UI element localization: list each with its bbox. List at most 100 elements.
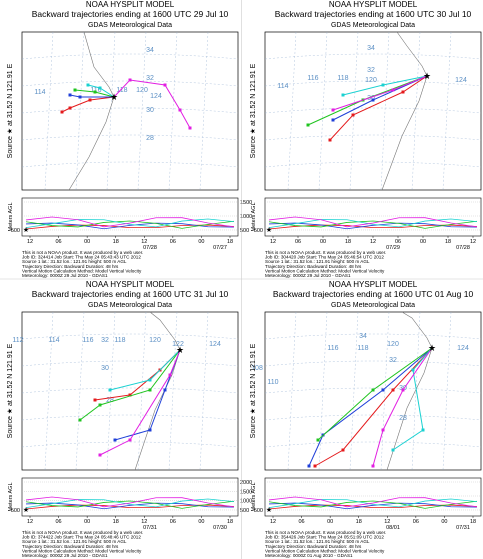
height-axis-label: Meters AGL bbox=[8, 202, 14, 231]
footer-line: Job ID: 324414 Job Start: Thu May 24 05:… bbox=[22, 255, 141, 260]
time-tick-label: 00 bbox=[420, 239, 426, 245]
map-label: 124 bbox=[457, 345, 469, 352]
time-tick-label: 06 bbox=[295, 239, 301, 245]
height-tick-label: 1500 bbox=[240, 489, 252, 495]
time-tick-label: 00 bbox=[198, 239, 204, 245]
height-frame bbox=[21, 197, 239, 237]
trajectory-marker bbox=[381, 388, 385, 392]
time-tick-label: 12 bbox=[141, 239, 147, 245]
time-tick-label: 18 bbox=[356, 519, 362, 525]
footer-line: Meteorology: 0000Z 29 Jul 2010 - GDAS1 bbox=[265, 273, 351, 278]
height-trace bbox=[268, 220, 478, 229]
trajectory bbox=[308, 347, 433, 467]
source-star: ★ bbox=[423, 71, 431, 81]
map-graticule bbox=[264, 134, 482, 141]
time-tick-label: 12 bbox=[141, 519, 147, 525]
map-label: 112 bbox=[12, 337, 23, 344]
footer-line: Trajectory Direction: Backward Duration:… bbox=[265, 264, 362, 269]
footer-line: This is not a NOAA product. It was produ… bbox=[22, 530, 143, 535]
time-tick-label: 00 bbox=[84, 239, 90, 245]
map-graticule bbox=[21, 107, 239, 114]
map-label: 30 bbox=[146, 107, 154, 114]
map-graticule bbox=[21, 134, 239, 141]
map-label: 116 bbox=[82, 337, 93, 344]
map-graticule bbox=[264, 360, 482, 367]
time-tick-label: 06 bbox=[170, 519, 176, 525]
height-trace bbox=[268, 496, 478, 508]
map-label: 116 bbox=[307, 75, 318, 82]
time-tick-label: 06 bbox=[56, 519, 62, 525]
trajectory-marker bbox=[68, 93, 72, 97]
footer-line: Meteorology: 0000Z 29 Jul 2010 - GDAS1 bbox=[22, 273, 108, 278]
trajectory-marker bbox=[128, 393, 132, 397]
map-label: 118 bbox=[337, 75, 348, 82]
map-graticule bbox=[21, 360, 239, 367]
trajectory-marker bbox=[113, 438, 117, 442]
map-label: 124 bbox=[209, 341, 221, 348]
time-tick-label: 00 bbox=[327, 519, 333, 525]
start-height: 500 bbox=[11, 228, 20, 234]
height-axis-label: Meters AGL bbox=[8, 482, 14, 511]
map-frame bbox=[21, 311, 239, 471]
time-tick-label: 12 bbox=[470, 239, 476, 245]
footer-line: Source 1 lat.: 31.52 lon.: 121.91 height… bbox=[22, 539, 127, 544]
footer-line: Vertical Motion Calculation Method: Mode… bbox=[22, 548, 142, 553]
map-graticule bbox=[264, 333, 482, 340]
height-trace bbox=[25, 220, 235, 229]
map-label: 28 bbox=[399, 415, 407, 422]
time-tick-label: 00 bbox=[84, 519, 90, 525]
height-trace bbox=[268, 216, 478, 228]
trajectory-marker bbox=[178, 108, 182, 112]
trajectory-marker bbox=[401, 388, 405, 392]
map-label: 28 bbox=[106, 397, 114, 404]
map-label: 120 bbox=[149, 337, 161, 344]
trajectory-marker bbox=[163, 388, 167, 392]
trajectory-marker bbox=[371, 98, 375, 102]
trajectory-marker bbox=[411, 368, 415, 372]
trajectory-marker bbox=[148, 428, 152, 432]
trajectory-marker bbox=[128, 78, 132, 82]
panel-source: GDAS Meteorological Data bbox=[331, 302, 415, 309]
date-label: 07/28 bbox=[143, 245, 157, 251]
trajectory-marker bbox=[93, 398, 97, 402]
map-label: 114 bbox=[34, 89, 45, 96]
trajectory bbox=[329, 75, 428, 141]
height-trace bbox=[25, 500, 235, 509]
trajectory-marker bbox=[73, 88, 77, 92]
panel-subtitle: Backward trajectories ending at 1600 UTC… bbox=[32, 289, 229, 299]
height-frame bbox=[264, 197, 482, 237]
height-star: ★ bbox=[266, 506, 272, 514]
map-frame bbox=[21, 31, 239, 191]
height-tick-label: 1500 bbox=[240, 200, 252, 206]
footer-line: Job ID: 354426 Job Start: Thu May 24 05:… bbox=[265, 535, 384, 540]
trajectory-marker bbox=[98, 403, 102, 407]
map-graticule bbox=[264, 161, 482, 168]
trajectory bbox=[372, 347, 433, 467]
panel-subtitle: Backward trajectories ending at 1600 UTC… bbox=[275, 9, 472, 19]
height-trace bbox=[268, 498, 478, 508]
map-label: 32 bbox=[101, 337, 109, 344]
trajectory-marker bbox=[78, 418, 82, 422]
height-tick-label: 1000 bbox=[240, 499, 252, 505]
side-label: Source ★ at 31.52 N 121.91 E bbox=[249, 343, 257, 438]
trajectory bbox=[392, 347, 433, 451]
height-star: ★ bbox=[23, 226, 29, 234]
source-star: ★ bbox=[110, 92, 118, 102]
trajectory bbox=[79, 349, 181, 421]
trajectory-marker bbox=[401, 90, 405, 94]
map-frame bbox=[264, 31, 482, 191]
date-label: 07/27 bbox=[213, 245, 227, 251]
time-tick-label: 12 bbox=[270, 519, 276, 525]
footer-line: Trajectory Direction: Backward Duration:… bbox=[22, 264, 119, 269]
map-label: 116 bbox=[327, 345, 338, 352]
map-graticule bbox=[264, 107, 482, 114]
trajectory-marker bbox=[108, 388, 112, 392]
trajectory-marker bbox=[128, 438, 132, 442]
footer-line: Meteorology: 0000Z 29 Jul 2010 - GDAS1 bbox=[22, 553, 108, 558]
panel-title: NOAA HYSPLIT MODEL bbox=[86, 280, 175, 289]
date-label: 07/31 bbox=[456, 525, 470, 531]
map-label: 118 bbox=[357, 345, 368, 352]
